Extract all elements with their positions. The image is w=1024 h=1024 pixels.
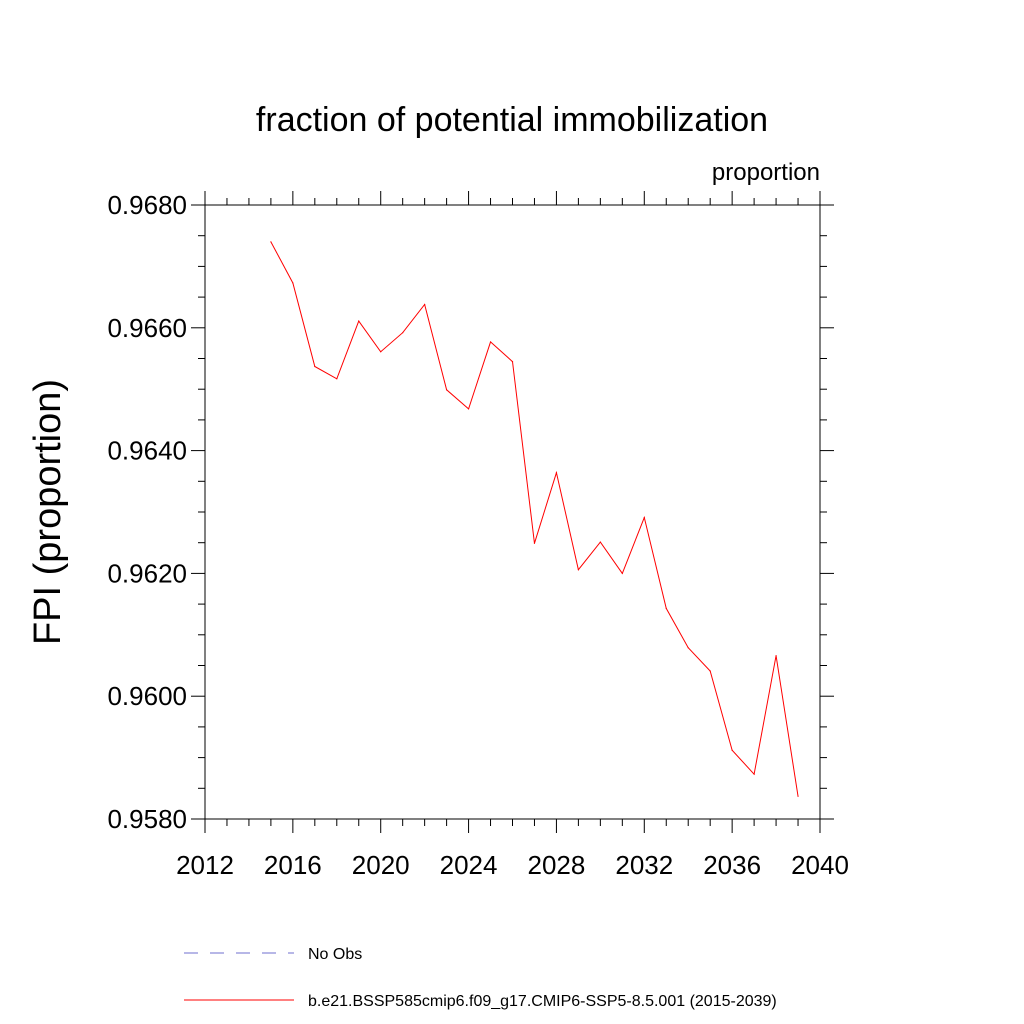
data-point bbox=[402, 332, 404, 334]
data-point bbox=[753, 773, 755, 775]
data-point bbox=[424, 303, 426, 306]
tick-labels: 2012 2016 2020 2024 2028 2032 2036 2040 0.9580 0.… bbox=[107, 190, 848, 880]
x-tick-label: 2040 bbox=[791, 850, 849, 880]
units-label: proportion bbox=[712, 159, 820, 186]
data-point bbox=[621, 572, 623, 575]
legend-label: No Obs bbox=[308, 946, 362, 963]
data-point bbox=[511, 360, 514, 363]
y-tick-label: 0.9580 bbox=[107, 804, 187, 834]
x-tick-label: 2016 bbox=[264, 850, 322, 880]
data-point bbox=[314, 365, 316, 368]
data-point bbox=[665, 607, 667, 609]
data-point bbox=[643, 516, 645, 519]
x-tick-label: 2020 bbox=[352, 850, 410, 880]
y-tick-label: 0.9620 bbox=[107, 558, 187, 588]
y-axis-label: FPI (proportion) bbox=[27, 379, 69, 645]
data-point bbox=[467, 408, 470, 410]
x-tick-label: 2028 bbox=[528, 850, 586, 880]
data-point bbox=[775, 655, 777, 657]
x-tick-label: 2032 bbox=[615, 850, 673, 880]
y-tick-label: 0.9600 bbox=[107, 681, 187, 711]
plot-frame bbox=[204, 204, 821, 820]
data-point bbox=[731, 749, 733, 751]
data-point bbox=[599, 541, 601, 543]
legend-label: b.e21.BSSP585cmip6.f09_g17.CMIP6-SSP5-8.… bbox=[308, 993, 777, 1010]
data-point bbox=[358, 320, 360, 322]
data-point bbox=[292, 282, 294, 284]
y-tick-label: 0.9680 bbox=[107, 190, 187, 220]
data-point bbox=[380, 351, 382, 353]
x-tick-label: 2012 bbox=[176, 850, 234, 880]
y-tick-label: 0.9640 bbox=[107, 436, 187, 466]
y-tick-label: 0.9660 bbox=[107, 313, 187, 343]
data-point bbox=[577, 569, 579, 571]
data-point bbox=[797, 795, 799, 797]
data-point bbox=[709, 670, 711, 672]
series-layer bbox=[270, 241, 799, 797]
series-line bbox=[270, 241, 799, 797]
x-tick-label: 2024 bbox=[440, 850, 498, 880]
x-tick-label: 2036 bbox=[703, 850, 761, 880]
data-point bbox=[489, 341, 492, 343]
chart-title: fraction of potential immobilization bbox=[256, 101, 768, 139]
axis-ticks bbox=[191, 191, 834, 833]
legend: No Obs b.e21.BSSP585cmip6.f09_g17.CMIP6-S… bbox=[184, 946, 777, 1010]
data-point bbox=[555, 472, 558, 474]
data-point bbox=[336, 378, 338, 380]
data-point bbox=[270, 241, 272, 243]
data-point bbox=[687, 647, 689, 649]
data-point bbox=[446, 389, 448, 391]
data-point bbox=[533, 542, 536, 544]
